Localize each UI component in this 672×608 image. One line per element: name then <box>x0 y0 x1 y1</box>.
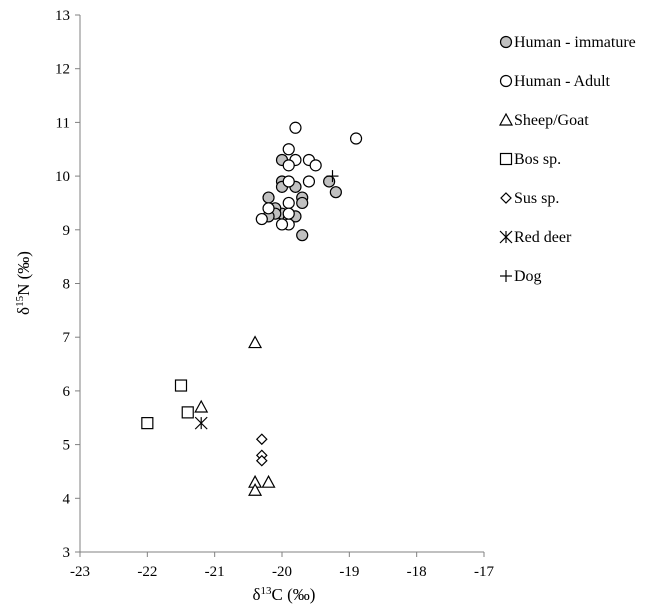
data-point <box>255 433 268 446</box>
data-point <box>255 454 268 467</box>
data-point <box>282 196 295 210</box>
data-point <box>289 121 302 134</box>
data-point <box>255 212 268 226</box>
legend-marker <box>499 74 513 88</box>
y-tick-label: 8 <box>63 277 71 293</box>
data-points <box>141 121 363 496</box>
y-tick-label: 12 <box>55 62 70 78</box>
y-tick-label: 9 <box>63 223 71 239</box>
data-point <box>141 417 154 430</box>
legend-item: Sheep/Goat <box>498 112 589 129</box>
legend-item: Bos sp. <box>499 151 561 168</box>
x-tick-label: -23 <box>70 564 90 580</box>
data-point <box>248 335 263 349</box>
axes <box>75 14 485 557</box>
x-axis-title: δ13C (‰) <box>253 585 316 604</box>
data-point <box>282 159 295 172</box>
tick-labels: -23 -22 -21 -20 -19 -18 -17 3 4 5 6 7 8 9 10 11 12 13 <box>55 8 494 580</box>
legend-label: Red deer <box>514 229 572 246</box>
x-tick-label: -18 <box>407 564 427 580</box>
legend-marker <box>498 112 514 126</box>
data-point <box>282 207 295 220</box>
y-tick-label: 3 <box>63 545 71 561</box>
legend-marker <box>500 192 512 204</box>
data-point <box>174 379 188 392</box>
data-point <box>262 202 275 215</box>
x-tick-label: -21 <box>205 564 225 580</box>
legend-label: Human - Adult <box>514 73 611 90</box>
legend-item: Red deer <box>499 229 572 246</box>
legend-item: Human - Adult <box>499 73 611 90</box>
data-point <box>296 229 309 242</box>
y-axis-title: δ15N (‰) <box>14 251 33 315</box>
legend-item: Dog <box>500 268 542 285</box>
legend-label: Sus sp. <box>514 190 559 207</box>
legend-label: Dog <box>514 268 542 285</box>
data-point <box>194 399 209 413</box>
legend-marker <box>499 35 513 49</box>
data-point <box>302 175 316 188</box>
legend-marker <box>499 230 513 244</box>
data-point <box>275 218 289 231</box>
y-tick-label: 7 <box>63 330 71 346</box>
legend-item: Sus sp. <box>500 190 559 207</box>
y-tick-label: 5 <box>63 438 71 454</box>
y-tick-label: 4 <box>63 491 71 507</box>
data-point <box>262 191 275 204</box>
data-point <box>309 159 322 172</box>
y-tick-label: 11 <box>56 115 70 131</box>
legend-label: Human - immature <box>514 34 636 51</box>
legend-label: Bos sp. <box>514 151 561 168</box>
data-point <box>349 132 363 145</box>
data-point <box>296 196 309 210</box>
legend-marker <box>500 270 512 282</box>
y-tick-label: 10 <box>55 169 70 185</box>
x-tick-label: -22 <box>137 564 157 580</box>
x-tick-label: -19 <box>339 564 359 580</box>
data-point <box>248 482 263 496</box>
data-point <box>194 416 208 430</box>
x-tick-label: -17 <box>474 564 494 580</box>
data-point <box>181 406 194 419</box>
x-tick-label: -20 <box>272 564 292 580</box>
data-point <box>329 186 342 199</box>
data-point <box>282 175 295 188</box>
legend-label: Sheep/Goat <box>514 112 589 129</box>
y-tick-label: 13 <box>55 8 70 24</box>
y-tick-label: 6 <box>63 384 71 400</box>
legend-item: Human - immature <box>499 34 636 51</box>
data-point <box>282 143 295 156</box>
legend: Human - immature Human - Adult Sheep/Goat B… <box>498 34 636 285</box>
data-point <box>326 170 339 183</box>
data-point <box>261 474 276 488</box>
legend-marker <box>499 152 513 166</box>
